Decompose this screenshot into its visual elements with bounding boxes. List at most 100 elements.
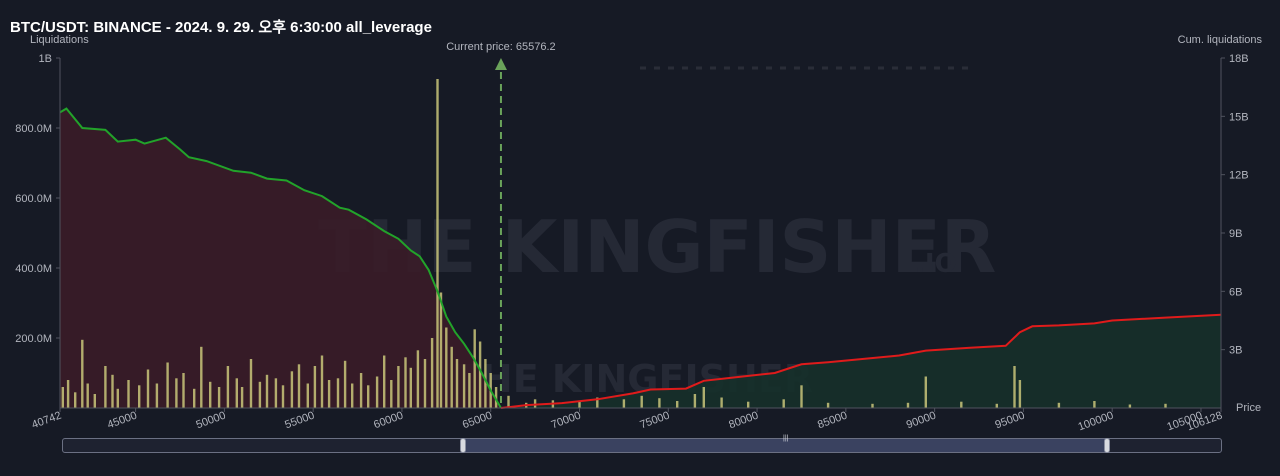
liquidation-bar (1128, 404, 1132, 408)
watermark-suffix: .IO (915, 249, 957, 279)
navigator-right-handle[interactable] (1104, 438, 1110, 453)
liquidation-bar (1018, 380, 1022, 408)
chart-title: BTC/USDT: BINANCE - 2024. 9. 29. 오후 6:30… (10, 19, 432, 36)
y2-tick-label: 12B (1229, 170, 1249, 182)
liquidation-bar (826, 402, 830, 409)
x-tick-label: 40742 (30, 410, 63, 432)
liquidation-bar (258, 381, 262, 409)
liquidation-bar (436, 79, 439, 408)
navigator-grip-icon[interactable]: ||| (783, 435, 789, 442)
liquidation-bar (1013, 366, 1016, 408)
liquidation-bar (111, 374, 114, 409)
liquidation-bar (104, 366, 107, 408)
short-cum-area (500, 314, 1222, 408)
x-tick-label: 75000 (638, 410, 671, 432)
liquidation-bar (217, 387, 221, 408)
y-tick-label: 200.0M (15, 333, 52, 345)
liquidation-bar (175, 378, 178, 409)
y2-tick-label: 3B (1229, 345, 1242, 357)
liquidation-bar (240, 387, 244, 408)
long-cum-line (59, 107, 502, 409)
navigator-left-handle[interactable] (460, 438, 466, 453)
liquidation-bar (235, 378, 238, 409)
liquidation-bar (359, 373, 363, 408)
liquidation-bar (871, 403, 874, 408)
liquidation-bar (430, 338, 434, 408)
liquidation-bar (146, 369, 150, 408)
liquidation-bar (209, 381, 212, 409)
liquidation-bar (622, 399, 626, 409)
y-axis-title: Liquidations (30, 34, 89, 46)
liquidation-bar (658, 398, 661, 408)
y2-tick-label: 6B (1229, 286, 1242, 298)
liquidation-bar (439, 292, 443, 408)
liquidation-bar (127, 380, 130, 408)
liquidation-bar (1093, 401, 1096, 408)
liquidation-bar (74, 392, 77, 409)
liquidation-bar (327, 380, 331, 408)
liquidation-bar (193, 388, 196, 409)
liquidation-bar (445, 327, 448, 408)
x-tick-label: 85000 (816, 410, 849, 432)
y-tick-label: 1B (39, 53, 52, 65)
liquidation-bar (693, 394, 697, 408)
liquidation-bar (313, 366, 317, 408)
liquidation-bar (676, 401, 679, 408)
x-tick-label: 45000 (106, 410, 139, 432)
current-price-label: Current price: 65576.2 (446, 41, 555, 53)
liquidation-bar (320, 355, 324, 408)
liquidation-bar (478, 341, 482, 408)
range-navigator[interactable]: ||| (62, 435, 1222, 453)
liquidation-bar (306, 383, 309, 408)
y-ticks: 200.0M 400.0M 600.0M 800.0M 1B (15, 53, 60, 345)
liquidation-bar (578, 401, 581, 408)
liquidation-bar (265, 374, 269, 409)
liquidation-bar (416, 350, 420, 409)
liquidation-bar (274, 378, 278, 409)
x-tick-label: 55000 (283, 410, 316, 432)
liquidation-bar (367, 385, 370, 409)
x-tick-label: 70000 (550, 410, 583, 432)
liquidation-bar (906, 402, 910, 409)
liquidation-bar (702, 387, 705, 408)
x-axis-title: Price (1236, 402, 1261, 414)
liquidation-bar (61, 387, 64, 408)
liquidation-bar (423, 359, 427, 408)
liquidation-bar (182, 373, 185, 408)
liquidation-bar (383, 355, 386, 408)
cumulative-areas (60, 108, 1222, 408)
liquidation-bar (81, 339, 84, 409)
liquidation-bar (640, 395, 643, 409)
x-tick-label: 50000 (195, 410, 228, 432)
liquidation-bar (782, 399, 785, 409)
liquidation-bar (450, 346, 453, 409)
liquidation-bar (468, 373, 471, 408)
x-tick-label: 90000 (905, 410, 938, 432)
liquidation-bar (507, 395, 510, 409)
x-tick-label: 95000 (994, 410, 1027, 432)
long-cum-area (60, 108, 501, 408)
liquidation-bar (455, 359, 459, 408)
current-price-arrow (494, 58, 507, 70)
liquidation-bar (390, 380, 393, 408)
navigator-window[interactable] (463, 439, 1107, 452)
liquidation-bar (281, 385, 285, 409)
liquidation-bar (1057, 402, 1061, 409)
liquidation-bar (720, 397, 723, 408)
liquidation-bar (995, 403, 998, 408)
liquidation-bar (404, 357, 407, 409)
liquidation-bar (336, 378, 340, 409)
liquidation-bar (249, 359, 253, 408)
liquidation-bar (747, 401, 750, 408)
y-tick-label: 400.0M (15, 263, 52, 275)
liquidation-bar (375, 376, 379, 408)
liquidation-bar (155, 383, 159, 408)
short-cum-line (500, 313, 1222, 409)
x-tick-label: 60000 (372, 410, 405, 432)
liquidation-bar (86, 383, 89, 408)
liquidation-bar (138, 385, 141, 409)
liquidation-bar (226, 366, 230, 408)
liquidation-bar (397, 366, 400, 408)
y2-ticks: 3B 6B 9B 12B 15B 18B (1221, 53, 1249, 357)
